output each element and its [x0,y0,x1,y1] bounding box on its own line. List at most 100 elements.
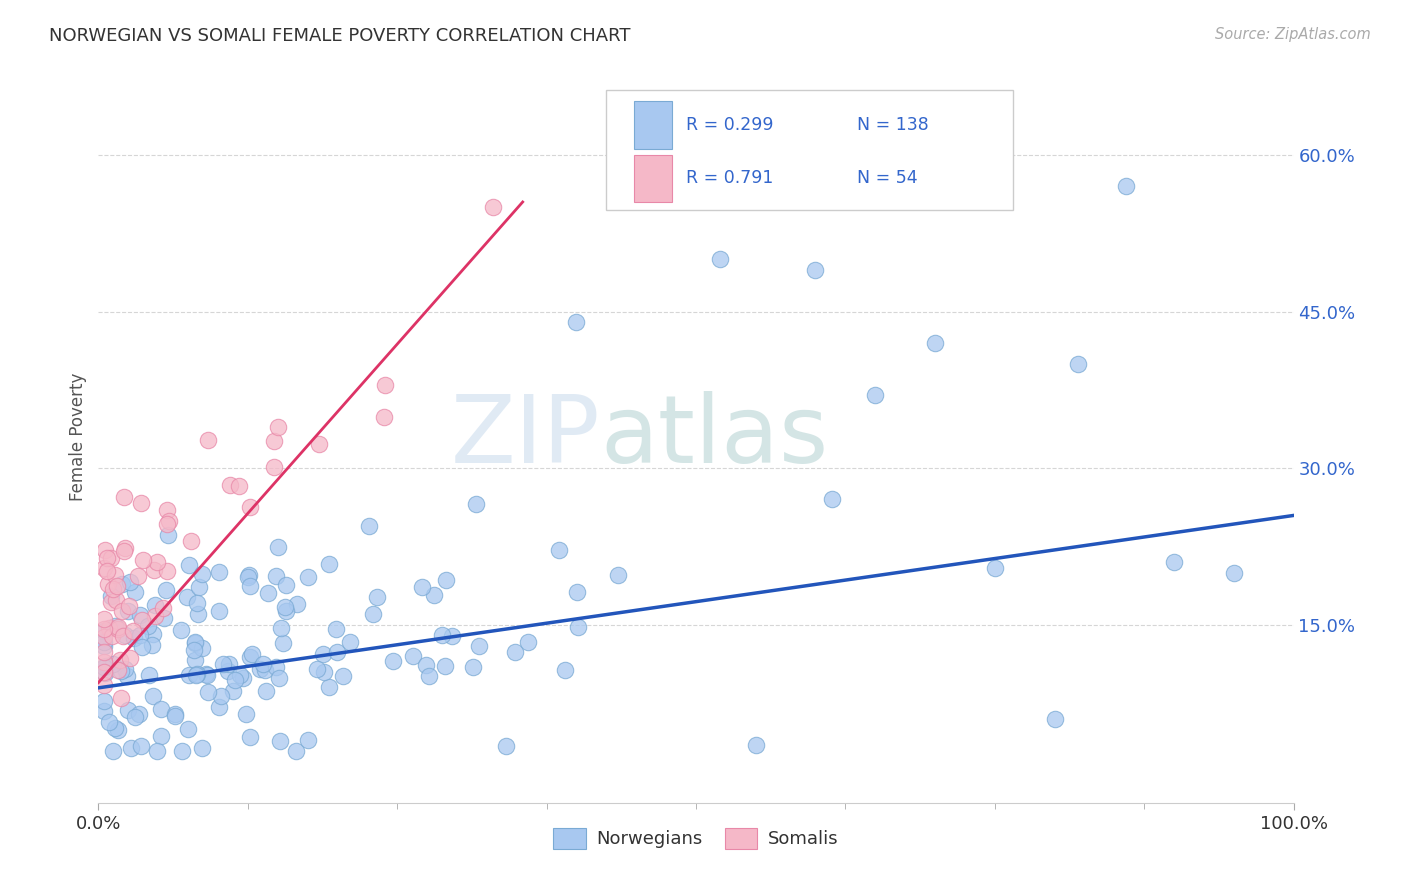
Point [165,707,187,722]
Point [131,739,153,754]
Point [107,620,129,634]
Point [195,668,218,682]
Point [1067,357,1090,371]
Point [505,645,527,659]
Point [197,434,219,448]
Point [240,647,263,661]
Point [188,580,211,594]
Point [122,624,145,638]
Point [101,629,124,643]
Point [93,639,115,653]
Point [865,388,887,402]
Point [284,743,307,757]
FancyBboxPatch shape [634,154,672,202]
Point [366,590,388,604]
Point [187,607,209,621]
Point [93,612,115,626]
Point [93,665,115,680]
Point [146,743,169,757]
Point [100,551,122,566]
Point [93,704,115,718]
Text: R = 0.791: R = 0.791 [686,169,773,187]
Point [804,263,827,277]
Point [93,694,115,708]
Point [93,665,115,679]
Point [252,657,274,671]
Point [197,685,219,699]
Point [155,517,177,532]
Point [142,690,165,704]
Point [96,564,118,578]
Point [271,636,294,650]
Point [107,622,129,636]
Point [249,662,271,676]
Point [118,575,141,590]
Point [93,561,115,575]
Text: R = 0.299: R = 0.299 [686,116,773,134]
Point [191,567,214,582]
Point [177,558,200,572]
Point [94,659,117,673]
Point [239,500,262,514]
Point [224,673,246,687]
Point [112,544,135,558]
Point [177,723,200,737]
Point [267,419,290,434]
Point [1115,179,1137,194]
Point [138,619,160,633]
Point [468,639,491,653]
Point [606,568,628,582]
Point [219,478,242,492]
Point [312,647,335,661]
Point [120,651,142,665]
Point [745,739,768,753]
Point [254,663,277,677]
Point [1223,566,1246,580]
Point [98,621,121,635]
Point [93,635,115,649]
Point [128,707,150,722]
Point [93,655,115,669]
Point [266,660,288,674]
Point [267,540,290,554]
Point [114,628,136,642]
Point [924,336,946,351]
Text: ZIP: ZIP [451,391,600,483]
Point [984,560,1007,574]
Point [382,654,405,668]
Point [156,503,179,517]
Point [105,593,128,607]
Point [157,514,180,528]
Point [554,663,576,677]
Point [332,669,354,683]
Point [143,598,166,612]
Point [93,645,115,659]
Point [122,631,145,645]
Point [325,623,347,637]
Point [107,723,129,738]
Point [131,613,153,627]
Point [111,604,134,618]
Point [270,621,292,635]
Point [104,721,127,735]
Point [105,579,128,593]
Point [112,490,135,504]
Point [232,671,254,685]
Point [305,662,328,676]
Point [172,743,194,757]
Point [285,597,308,611]
Point [132,553,155,567]
FancyBboxPatch shape [634,102,672,149]
Point [131,640,153,655]
Point [238,568,260,582]
Point [208,604,231,618]
Point [318,680,340,694]
Point [423,588,446,602]
Point [186,668,208,682]
Point [93,624,115,638]
Point [516,635,538,649]
Point [495,739,517,753]
Point [208,699,231,714]
Point [274,600,297,615]
Point [111,577,134,591]
